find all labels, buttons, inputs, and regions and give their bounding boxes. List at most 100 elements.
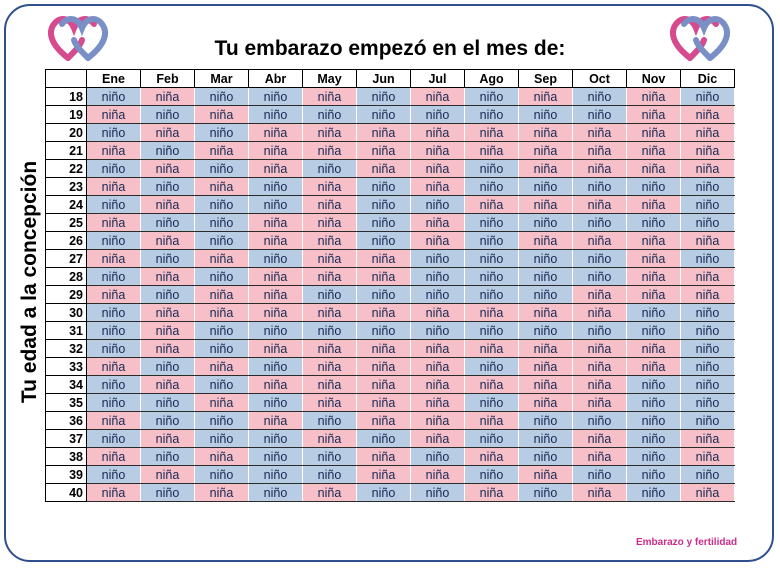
gender-cell: niño xyxy=(680,411,735,430)
gender-cell: niña xyxy=(356,123,411,142)
month-header: Jul xyxy=(410,69,465,88)
gender-cell: niño xyxy=(356,285,411,304)
gender-cell: niño xyxy=(680,321,735,340)
gender-cell: niño xyxy=(86,465,141,484)
table-row: 38 niña niño niña niño niño niña niño niña niño ni… xyxy=(45,447,735,466)
month-header: May xyxy=(302,69,357,88)
gender-table: Ene Feb Mar Abr May Jun Jul Ago Sep Oct Nov Dic 18 n… xyxy=(45,69,735,502)
gender-cell: niña xyxy=(302,141,357,160)
age-label: 29 xyxy=(45,285,87,304)
table-row: 21 niña niño niña niña niña niña niña niña niña ni… xyxy=(45,141,735,160)
month-header: Mar xyxy=(194,69,249,88)
gender-cell: niño xyxy=(248,177,303,196)
gender-cell: niña xyxy=(140,321,195,340)
gender-cell: niño xyxy=(464,249,519,268)
age-label: 33 xyxy=(45,357,87,376)
table-body: 18 niño niña niño niño niña niño niña niño niña ni… xyxy=(45,87,735,502)
gender-cell: niña xyxy=(626,105,681,124)
gender-cell: niño xyxy=(248,429,303,448)
gender-cell: niña xyxy=(248,123,303,142)
gender-cell: niño xyxy=(464,105,519,124)
gender-cell: niña xyxy=(572,375,627,394)
age-label: 38 xyxy=(45,447,87,466)
gender-cell: niña xyxy=(518,339,573,358)
gender-cell: niña xyxy=(410,339,465,358)
gender-cell: niña xyxy=(518,357,573,376)
gender-cell: niño xyxy=(356,87,411,106)
gender-cell: niño xyxy=(464,429,519,448)
gender-cell: niño xyxy=(626,303,681,322)
month-header: Nov xyxy=(626,69,681,88)
gender-cell: niña xyxy=(410,411,465,430)
gender-cell: niño xyxy=(680,195,735,214)
gender-cell: niño xyxy=(572,87,627,106)
gender-cell: niño xyxy=(140,141,195,160)
gender-cell: niña xyxy=(356,393,411,412)
age-label: 35 xyxy=(45,393,87,412)
gender-cell: niña xyxy=(248,339,303,358)
gender-cell: niña xyxy=(356,303,411,322)
gender-cell: niña xyxy=(194,393,249,412)
gender-cell: niño xyxy=(626,213,681,232)
gender-cell: niña xyxy=(464,339,519,358)
gender-cell: niño xyxy=(86,303,141,322)
gender-cell: niño xyxy=(518,267,573,286)
gender-cell: niña xyxy=(194,105,249,124)
table-row: 20 niño niña niño niña niña niña niña niña niña ni… xyxy=(45,123,735,142)
gender-cell: niña xyxy=(86,483,141,502)
month-header: Jun xyxy=(356,69,411,88)
gender-cell: niño xyxy=(302,465,357,484)
gender-cell: niño xyxy=(680,87,735,106)
gender-cell: niña xyxy=(356,267,411,286)
gender-cell: niño xyxy=(86,123,141,142)
gender-cell: niño xyxy=(518,483,573,502)
gender-cell: niña xyxy=(680,159,735,178)
table-row: 39 niño niña niño niño niño niña niña niño niña ni… xyxy=(45,465,735,484)
gender-cell: niño xyxy=(464,285,519,304)
gender-cell: niña xyxy=(302,375,357,394)
gender-cell: niño xyxy=(248,357,303,376)
gender-cell: niño xyxy=(356,213,411,232)
table-row: 25 niña niño niño niña niña niño niña niño niño ni… xyxy=(45,213,735,232)
gender-cell: niña xyxy=(356,375,411,394)
gender-cell: niña xyxy=(356,141,411,160)
gender-cell: niña xyxy=(518,195,573,214)
age-label: 34 xyxy=(45,375,87,394)
table-row: 27 niña niño niña niño niña niña niño niño niño ni… xyxy=(45,249,735,268)
gender-cell: niño xyxy=(680,339,735,358)
age-label: 18 xyxy=(45,87,87,106)
gender-cell: niña xyxy=(626,231,681,250)
gender-cell: niña xyxy=(302,87,357,106)
gender-cell: niña xyxy=(410,465,465,484)
gender-cell: niño xyxy=(680,249,735,268)
month-header: Oct xyxy=(572,69,627,88)
gender-cell: niño xyxy=(86,321,141,340)
gender-cell: niña xyxy=(356,357,411,376)
gender-cell: niña xyxy=(302,231,357,250)
gender-cell: niño xyxy=(464,87,519,106)
month-header: Feb xyxy=(140,69,195,88)
gender-cell: niño xyxy=(410,195,465,214)
table-row: 30 niño niña niña niña niña niña niña niña niña ni… xyxy=(45,303,735,322)
gender-cell: niño xyxy=(626,483,681,502)
chart-title: Tu embarazo empezó en el mes de: xyxy=(214,37,566,60)
gender-cell: niño xyxy=(518,321,573,340)
gender-cell: niño xyxy=(410,285,465,304)
gender-cell: niña xyxy=(518,123,573,142)
age-label: 36 xyxy=(45,411,87,430)
gender-cell: niña xyxy=(518,87,573,106)
gender-cell: niña xyxy=(410,213,465,232)
table-row: 29 niña niño niña niña niño niño niño niño niño ni… xyxy=(45,285,735,304)
gender-cell: niño xyxy=(464,393,519,412)
table-row: 35 niño niño niña niño niña niña niña niño niña ni… xyxy=(45,393,735,412)
gender-cell: niña xyxy=(194,357,249,376)
age-label: 23 xyxy=(45,177,87,196)
table-row: 34 niño niña niño niña niña niña niña niña niña ni… xyxy=(45,375,735,394)
gender-cell: niño xyxy=(356,429,411,448)
gender-cell: niño xyxy=(86,159,141,178)
gender-cell: niño xyxy=(302,159,357,178)
gender-cell: niño xyxy=(248,483,303,502)
gender-cell: niña xyxy=(518,159,573,178)
gender-cell: niño xyxy=(518,105,573,124)
gender-cell: niño xyxy=(248,321,303,340)
